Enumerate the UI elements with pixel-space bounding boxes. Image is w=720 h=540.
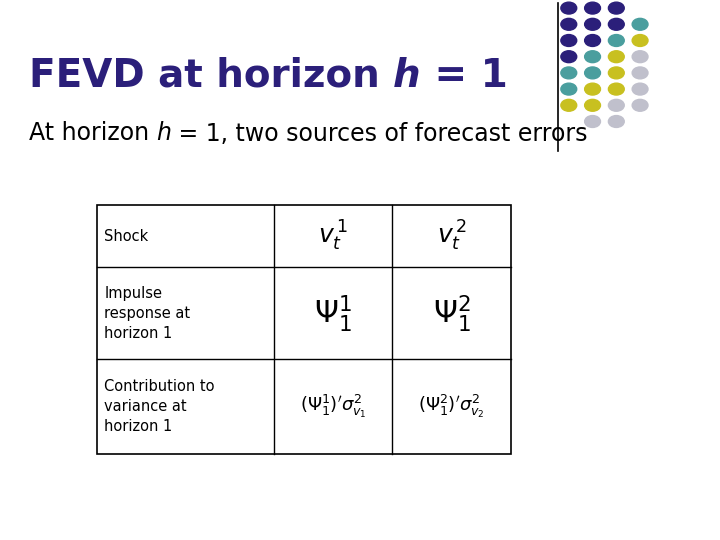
Circle shape bbox=[632, 35, 648, 46]
Text: Shock: Shock bbox=[104, 229, 148, 244]
Text: $(\Psi_1^{1})^{\prime}\sigma_{v_1}^{2}$: $(\Psi_1^{1})^{\prime}\sigma_{v_1}^{2}$ bbox=[300, 393, 366, 420]
Text: h: h bbox=[156, 122, 171, 145]
Circle shape bbox=[585, 51, 600, 63]
Circle shape bbox=[585, 99, 600, 111]
Circle shape bbox=[608, 18, 624, 30]
Circle shape bbox=[585, 35, 600, 46]
Circle shape bbox=[561, 67, 577, 79]
Text: $v_t^{\,1}$: $v_t^{\,1}$ bbox=[318, 219, 348, 253]
Circle shape bbox=[561, 51, 577, 63]
Text: $(\Psi_1^{2})^{\prime}\sigma_{v_2}^{2}$: $(\Psi_1^{2})^{\prime}\sigma_{v_2}^{2}$ bbox=[418, 393, 485, 420]
Circle shape bbox=[608, 99, 624, 111]
Text: Impulse
response at
horizon 1: Impulse response at horizon 1 bbox=[104, 286, 191, 341]
Circle shape bbox=[632, 51, 648, 63]
Circle shape bbox=[585, 18, 600, 30]
Circle shape bbox=[632, 18, 648, 30]
Text: At horizon: At horizon bbox=[29, 122, 156, 145]
Circle shape bbox=[561, 2, 577, 14]
Circle shape bbox=[632, 99, 648, 111]
Circle shape bbox=[585, 83, 600, 95]
Circle shape bbox=[561, 83, 577, 95]
Circle shape bbox=[585, 116, 600, 127]
Circle shape bbox=[608, 116, 624, 127]
Circle shape bbox=[608, 2, 624, 14]
Text: h: h bbox=[393, 57, 420, 94]
Text: Contribution to
variance at
horizon 1: Contribution to variance at horizon 1 bbox=[104, 379, 215, 434]
Circle shape bbox=[608, 83, 624, 95]
Text: FEVD at horizon: FEVD at horizon bbox=[29, 57, 393, 94]
Text: $v_t^{\,2}$: $v_t^{\,2}$ bbox=[437, 219, 467, 253]
Circle shape bbox=[632, 67, 648, 79]
Circle shape bbox=[608, 51, 624, 63]
Circle shape bbox=[561, 18, 577, 30]
Circle shape bbox=[561, 99, 577, 111]
Circle shape bbox=[608, 67, 624, 79]
Circle shape bbox=[585, 2, 600, 14]
Circle shape bbox=[632, 83, 648, 95]
Text: = 1, two sources of forecast errors: = 1, two sources of forecast errors bbox=[171, 122, 588, 145]
Circle shape bbox=[561, 35, 577, 46]
Text: = 1: = 1 bbox=[420, 57, 508, 94]
Circle shape bbox=[585, 67, 600, 79]
Circle shape bbox=[608, 35, 624, 46]
Text: $\Psi_1^{1}$: $\Psi_1^{1}$ bbox=[314, 293, 352, 334]
Bar bbox=[97, 205, 511, 454]
Text: $\Psi_1^{2}$: $\Psi_1^{2}$ bbox=[433, 293, 471, 334]
